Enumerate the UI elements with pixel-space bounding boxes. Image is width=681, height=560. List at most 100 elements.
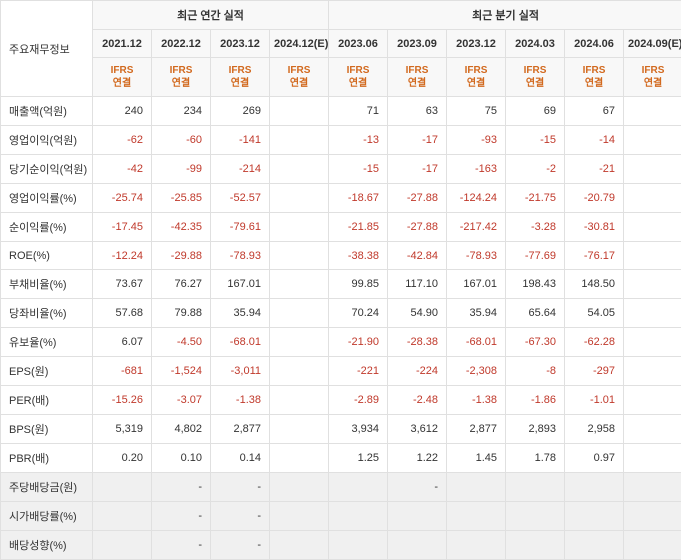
data-cell: [447, 531, 506, 560]
period-header: 2023.12: [211, 30, 270, 58]
period-header: 2021.12: [93, 30, 152, 58]
ifrs-header: IFRS연결: [270, 58, 329, 97]
data-cell: -77.69: [506, 242, 565, 270]
data-cell: 63: [388, 97, 447, 126]
data-cell: [624, 328, 681, 357]
table-row: 주당배당금(원)---: [1, 473, 681, 502]
data-cell: [447, 473, 506, 502]
data-cell: -21.75: [506, 184, 565, 213]
row-label: 주당배당금(원): [1, 473, 93, 502]
data-cell: 70.24: [329, 299, 388, 328]
data-cell: [565, 531, 624, 560]
data-cell: -79.61: [211, 213, 270, 242]
data-cell: -28.38: [388, 328, 447, 357]
data-cell: [270, 444, 329, 473]
ifrs-header: IFRS연결: [388, 58, 447, 97]
financial-table: 주요재무정보 최근 연간 실적 최근 분기 실적 2021.122022.122…: [0, 0, 681, 560]
data-cell: -42.35: [152, 213, 211, 242]
data-cell: -297: [565, 357, 624, 386]
data-cell: -3,011: [211, 357, 270, 386]
data-cell: [624, 299, 681, 328]
ifrs-header: IFRS연결: [506, 58, 565, 97]
data-cell: 3,934: [329, 415, 388, 444]
data-cell: 75: [447, 97, 506, 126]
period-header: 2024.12(E): [270, 30, 329, 58]
data-cell: [388, 531, 447, 560]
data-cell: -30.81: [565, 213, 624, 242]
data-cell: -78.93: [211, 242, 270, 270]
table-row: 부채비율(%)73.6776.27167.0199.85117.10167.01…: [1, 270, 681, 299]
data-cell: [565, 473, 624, 502]
data-cell: -21.85: [329, 213, 388, 242]
data-cell: -17.45: [93, 213, 152, 242]
data-cell: 57.68: [93, 299, 152, 328]
data-cell: -2: [506, 155, 565, 184]
data-cell: 117.10: [388, 270, 447, 299]
data-cell: [270, 415, 329, 444]
data-cell: -42.84: [388, 242, 447, 270]
data-cell: -25.85: [152, 184, 211, 213]
data-cell: [329, 502, 388, 531]
data-cell: -20.79: [565, 184, 624, 213]
row-label: 유보율(%): [1, 328, 93, 357]
data-cell: -4.50: [152, 328, 211, 357]
data-cell: -3.28: [506, 213, 565, 242]
data-cell: 2,893: [506, 415, 565, 444]
table-row: 영업이익(억원)-62-60-141-13-17-93-15-14: [1, 126, 681, 155]
data-cell: 79.88: [152, 299, 211, 328]
data-cell: [624, 126, 681, 155]
data-cell: -99: [152, 155, 211, 184]
data-cell: [506, 473, 565, 502]
data-cell: -214: [211, 155, 270, 184]
data-cell: -221: [329, 357, 388, 386]
data-cell: [624, 184, 681, 213]
data-cell: [93, 502, 152, 531]
data-cell: -3.07: [152, 386, 211, 415]
data-cell: [270, 242, 329, 270]
data-cell: [329, 473, 388, 502]
data-cell: -15: [506, 126, 565, 155]
data-cell: [93, 473, 152, 502]
period-header: 2022.12: [152, 30, 211, 58]
data-cell: -18.67: [329, 184, 388, 213]
data-cell: -38.38: [329, 242, 388, 270]
data-cell: -: [152, 473, 211, 502]
table-row: 시가배당률(%)--: [1, 502, 681, 531]
data-cell: 76.27: [152, 270, 211, 299]
data-cell: -1.01: [565, 386, 624, 415]
data-cell: 0.10: [152, 444, 211, 473]
data-cell: -224: [388, 357, 447, 386]
data-cell: 3,612: [388, 415, 447, 444]
data-cell: [624, 97, 681, 126]
data-cell: 234: [152, 97, 211, 126]
data-cell: [624, 502, 681, 531]
data-cell: -60: [152, 126, 211, 155]
data-cell: -21: [565, 155, 624, 184]
data-cell: -68.01: [211, 328, 270, 357]
data-cell: -1,524: [152, 357, 211, 386]
table-row: 당좌비율(%)57.6879.8835.9470.2454.9035.9465.…: [1, 299, 681, 328]
data-cell: -: [211, 531, 270, 560]
data-cell: -: [211, 502, 270, 531]
data-cell: -8: [506, 357, 565, 386]
data-cell: 2,958: [565, 415, 624, 444]
period-row: 2021.122022.122023.122024.12(E)2023.0620…: [1, 30, 681, 58]
data-cell: 1.25: [329, 444, 388, 473]
data-cell: 5,319: [93, 415, 152, 444]
data-cell: 35.94: [211, 299, 270, 328]
data-cell: 2,877: [447, 415, 506, 444]
period-header: 2023.09: [388, 30, 447, 58]
table-row: 배당성향(%)--: [1, 531, 681, 560]
data-cell: -2,308: [447, 357, 506, 386]
row-label: 부채비율(%): [1, 270, 93, 299]
data-cell: -68.01: [447, 328, 506, 357]
row-label: 배당성향(%): [1, 531, 93, 560]
data-cell: [506, 531, 565, 560]
data-cell: 54.05: [565, 299, 624, 328]
data-cell: [270, 357, 329, 386]
ifrs-header: IFRS연결: [211, 58, 270, 97]
annual-header: 최근 연간 실적: [93, 1, 329, 30]
data-cell: 1.78: [506, 444, 565, 473]
period-header: 2023.06: [329, 30, 388, 58]
data-cell: 99.85: [329, 270, 388, 299]
